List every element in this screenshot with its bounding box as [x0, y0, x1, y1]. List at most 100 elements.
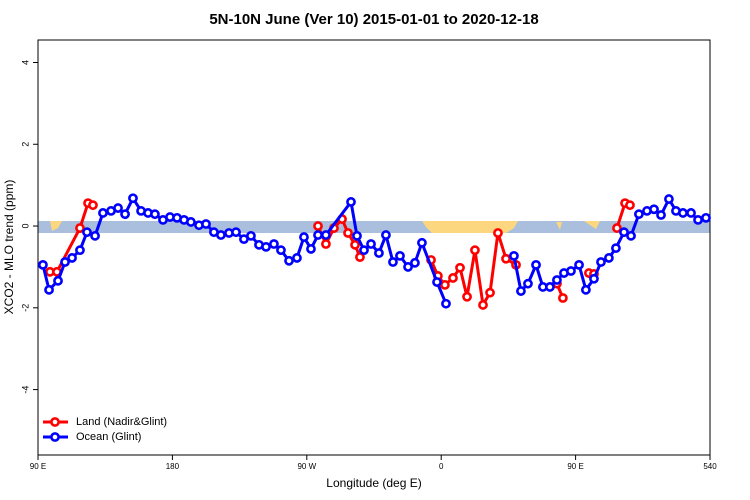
plot-frame — [37, 39, 711, 456]
point — [470, 245, 480, 256]
point — [634, 209, 644, 220]
point — [128, 193, 138, 204]
point — [581, 284, 591, 295]
point — [359, 245, 369, 256]
point — [619, 227, 629, 238]
point — [552, 275, 562, 285]
point — [432, 277, 442, 287]
point — [90, 230, 100, 241]
legend-marker — [50, 417, 60, 427]
point — [604, 253, 614, 263]
point — [201, 219, 211, 229]
x-tick-label: 90 W — [297, 462, 316, 471]
point — [388, 257, 398, 267]
point — [516, 286, 526, 296]
legend-label: Ocean (Glint) — [76, 431, 141, 443]
point — [366, 239, 376, 249]
point — [678, 208, 688, 218]
point — [395, 250, 405, 261]
point — [284, 255, 294, 266]
point — [693, 215, 703, 225]
point — [276, 245, 286, 256]
ocean-band — [38, 221, 710, 233]
point — [246, 230, 256, 241]
point — [120, 209, 130, 220]
x-axis-title: Longitude (deg E) — [326, 476, 421, 490]
point — [60, 257, 70, 267]
legend-marker — [50, 432, 60, 442]
point — [350, 239, 360, 250]
point — [269, 239, 279, 249]
point — [216, 230, 226, 240]
y-tick-label: 4 — [20, 60, 30, 65]
x-tick-label: 180 — [166, 462, 180, 471]
point — [306, 244, 316, 254]
point — [292, 253, 302, 263]
land-patch — [50, 221, 62, 231]
point — [75, 223, 85, 233]
point — [150, 209, 160, 220]
point — [611, 243, 621, 254]
point — [478, 300, 488, 310]
point — [403, 262, 413, 272]
point — [186, 217, 196, 227]
x-tick-label: 90 E — [567, 462, 583, 471]
point — [501, 253, 511, 264]
point — [596, 257, 606, 267]
point — [38, 259, 48, 270]
point — [626, 230, 636, 241]
point — [441, 298, 451, 309]
land-patch — [556, 221, 600, 230]
point — [321, 230, 331, 240]
point — [231, 227, 241, 238]
point — [523, 278, 533, 289]
point — [44, 284, 54, 295]
point — [686, 208, 696, 218]
point — [545, 282, 555, 292]
point — [566, 266, 576, 276]
point — [440, 280, 450, 290]
point — [299, 232, 309, 242]
point — [53, 275, 63, 286]
point — [656, 210, 666, 220]
point — [355, 252, 365, 263]
y-tick-label: 2 — [20, 142, 30, 147]
point — [313, 230, 323, 240]
point — [612, 223, 622, 233]
point — [82, 227, 92, 238]
point — [381, 230, 391, 240]
point — [374, 248, 384, 258]
point — [558, 293, 568, 303]
point — [313, 221, 323, 231]
point — [410, 257, 420, 268]
point — [321, 239, 331, 249]
x-tick-label: 90 E — [30, 462, 46, 471]
point — [343, 228, 353, 238]
point — [509, 250, 519, 261]
x-tick-label: 0 — [439, 462, 444, 471]
land-mask-strip — [38, 221, 710, 233]
y-axis-title: XCO2 - MLO trend (ppm) — [2, 180, 16, 315]
y-tick-label: 0 — [20, 224, 30, 229]
point — [67, 253, 77, 263]
point — [589, 273, 599, 284]
point — [352, 230, 362, 241]
point — [649, 204, 659, 215]
point — [448, 273, 458, 283]
point — [701, 212, 711, 223]
point — [485, 287, 495, 298]
point — [462, 291, 472, 302]
land-patch — [422, 221, 518, 233]
y-tick-label: -4 — [20, 386, 30, 394]
point — [346, 197, 356, 207]
point — [417, 237, 427, 248]
point — [493, 228, 503, 238]
point — [113, 203, 123, 213]
chart-title: 5N-10N June (Ver 10) 2015-01-01 to 2020-… — [209, 11, 538, 28]
point — [75, 245, 85, 256]
legend-label: Land (Nadir&Glint) — [76, 416, 167, 428]
x-tick-label: 540 — [703, 462, 717, 471]
point — [88, 200, 98, 211]
point — [455, 262, 465, 273]
